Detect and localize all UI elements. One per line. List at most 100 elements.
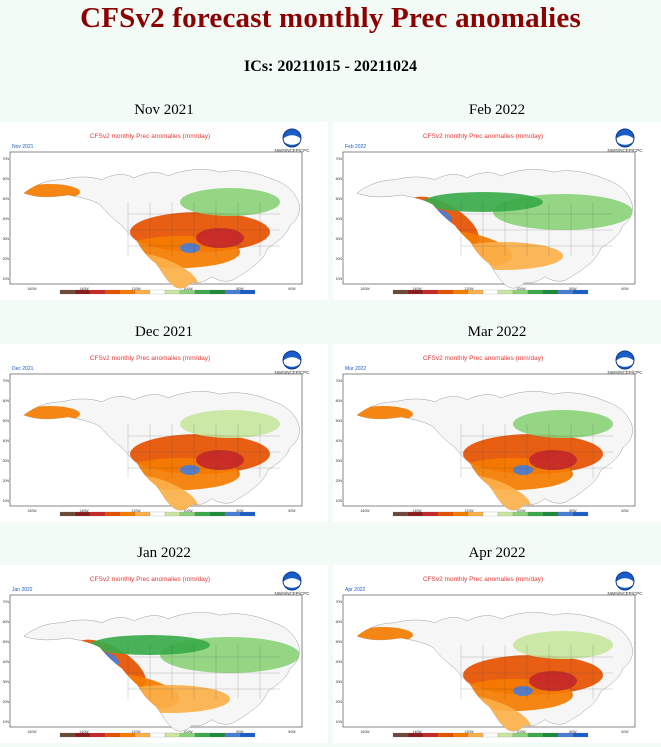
lat-tick-label: 60N — [3, 399, 10, 403]
map-svg: CFSv2 monthly Prec anomalies (mm/day) NWS… — [336, 350, 643, 517]
agency-text: NWS/NCEP/CPC — [274, 148, 310, 153]
lat-tick-label: 30N — [3, 237, 10, 241]
ics-subtitle: ICs: 20211015 - 20211024 — [244, 58, 417, 75]
lat-tick-label: 20N — [3, 700, 10, 704]
lat-tick-label: 50N — [3, 419, 10, 423]
lat-tick-label: 50N — [336, 197, 343, 201]
lat-tick-label: 40N — [3, 439, 10, 443]
lon-tick-label: 60W — [288, 730, 296, 734]
panel-apr-2022[interactable]: Apr 2022 CFSv2 monthly Prec anomalies (m… — [333, 543, 661, 743]
lat-tick-label: 20N — [336, 257, 343, 261]
map-header-text: CFSv2 monthly Prec anomalies (mm/day) — [90, 355, 210, 362]
panel-label: Feb 2022 — [468, 102, 526, 118]
map-corner-label: Jan 2022 — [12, 587, 33, 593]
lat-tick-label: 60N — [336, 177, 343, 181]
lat-tick-label: 30N — [3, 459, 10, 463]
colorbar — [392, 289, 589, 295]
map-svg: CFSv2 monthly Prec anomalies (mm/day) NWS… — [336, 571, 643, 738]
lon-tick-label: 80W — [236, 730, 244, 734]
lat-tick-label: 70N — [3, 379, 10, 383]
colorbar — [59, 732, 256, 738]
noaa-logo-icon — [615, 128, 635, 148]
lon-tick-label: 60W — [621, 287, 629, 291]
lon-tick-label: 100W — [183, 509, 193, 513]
lat-tick-label: 50N — [336, 640, 343, 644]
lat-tick-label: 40N — [336, 217, 343, 221]
lat-tick-label: 30N — [3, 680, 10, 684]
lat-tick-label: 30N — [336, 680, 343, 684]
panel-mar-2022[interactable]: Mar 2022 CFSv2 monthly Prec anomalies (m… — [333, 322, 661, 522]
map-svg: CFSv2 monthly Prec anomalies (mm/day) NWS… — [3, 128, 310, 295]
agency-text: NWS/NCEP/CPC — [607, 148, 643, 153]
lon-tick-label: 120W — [131, 730, 141, 734]
lon-tick-label: 80W — [236, 287, 244, 291]
lon-tick-label: 120W — [464, 287, 474, 291]
lon-tick-label: 100W — [516, 730, 526, 734]
lat-tick-label: 10N — [336, 720, 343, 724]
noaa-logo-icon — [282, 128, 302, 148]
panel-feb-2022[interactable]: Feb 2022 CFSv2 monthly Prec anomalies (m… — [333, 100, 661, 300]
lat-tick-label: 70N — [336, 379, 343, 383]
lat-tick-label: 40N — [3, 217, 10, 221]
colorbar — [392, 511, 589, 517]
lat-tick-label: 50N — [3, 197, 10, 201]
colorbar — [59, 289, 256, 295]
lon-tick-label: 120W — [464, 509, 474, 513]
lon-tick-label: 120W — [131, 509, 141, 513]
lon-tick-label: 140W — [79, 730, 89, 734]
panel-label: Dec 2021 — [135, 324, 193, 340]
lon-tick-label: 100W — [516, 509, 526, 513]
panel-jan-2022[interactable]: Jan 2022 CFSv2 monthly Prec anomalies (m… — [0, 543, 328, 743]
panel-nov-2021[interactable]: Nov 2021 CFSv2 monthly Prec anomalies (m… — [0, 100, 328, 300]
lat-tick-label: 70N — [336, 157, 343, 161]
forecast-map[interactable]: CFSv2 monthly Prec anomalies (mm/day) NWS… — [333, 122, 661, 300]
lat-tick-label: 40N — [336, 439, 343, 443]
agency-text: NWS/NCEP/CPC — [607, 591, 643, 596]
noaa-logo-icon — [282, 350, 302, 370]
panel-label: Nov 2021 — [134, 102, 194, 118]
lon-tick-label: 80W — [569, 287, 577, 291]
lat-tick-label: 20N — [3, 257, 10, 261]
panel-dec-2021[interactable]: Dec 2021 CFSv2 monthly Prec anomalies (m… — [0, 322, 328, 522]
lon-tick-label: 60W — [288, 509, 296, 513]
lat-tick-label: 70N — [3, 157, 10, 161]
lon-tick-label: 140W — [412, 509, 422, 513]
lat-tick-label: 10N — [336, 499, 343, 503]
map-corner-label: Nov 2021 — [12, 144, 34, 150]
lat-tick-label: 60N — [336, 620, 343, 624]
panel-label: Apr 2022 — [468, 545, 526, 561]
lat-tick-label: 10N — [336, 277, 343, 281]
lon-tick-label: 160W — [27, 287, 37, 291]
forecast-map[interactable]: CFSv2 monthly Prec anomalies (mm/day) NWS… — [0, 122, 328, 300]
forecast-map[interactable]: CFSv2 monthly Prec anomalies (mm/day) NWS… — [0, 344, 328, 522]
map-svg: CFSv2 monthly Prec anomalies (mm/day) NWS… — [3, 571, 310, 738]
lat-tick-label: 30N — [336, 459, 343, 463]
lon-tick-label: 160W — [360, 509, 370, 513]
lon-tick-label: 140W — [79, 287, 89, 291]
map-svg: CFSv2 monthly Prec anomalies (mm/day) NWS… — [336, 128, 643, 295]
forecast-map[interactable]: CFSv2 monthly Prec anomalies (mm/day) NWS… — [333, 565, 661, 743]
lat-tick-label: 20N — [336, 700, 343, 704]
lat-tick-label: 60N — [336, 399, 343, 403]
lon-tick-label: 140W — [412, 287, 422, 291]
lon-tick-label: 140W — [412, 730, 422, 734]
lon-tick-label: 160W — [27, 730, 37, 734]
lon-tick-label: 80W — [569, 509, 577, 513]
lon-tick-label: 100W — [183, 287, 193, 291]
lat-tick-label: 20N — [3, 479, 10, 483]
lon-tick-label: 100W — [516, 287, 526, 291]
map-corner-label: Feb 2022 — [345, 144, 366, 150]
map-header-text: CFSv2 monthly Prec anomalies (mm/day) — [423, 576, 543, 583]
agency-text: NWS/NCEP/CPC — [607, 370, 643, 375]
lat-tick-label: 40N — [3, 660, 10, 664]
lon-tick-label: 80W — [569, 730, 577, 734]
forecast-map[interactable]: CFSv2 monthly Prec anomalies (mm/day) NWS… — [333, 344, 661, 522]
forecast-map[interactable]: CFSv2 monthly Prec anomalies (mm/day) NWS… — [0, 565, 328, 743]
lon-tick-label: 80W — [236, 509, 244, 513]
lat-tick-label: 10N — [3, 277, 10, 281]
page-title: CFSv2 forecast monthly Prec anomalies — [80, 2, 581, 34]
lon-tick-label: 160W — [27, 509, 37, 513]
lon-tick-label: 100W — [183, 730, 193, 734]
lon-tick-label: 160W — [360, 287, 370, 291]
lon-tick-label: 60W — [621, 730, 629, 734]
